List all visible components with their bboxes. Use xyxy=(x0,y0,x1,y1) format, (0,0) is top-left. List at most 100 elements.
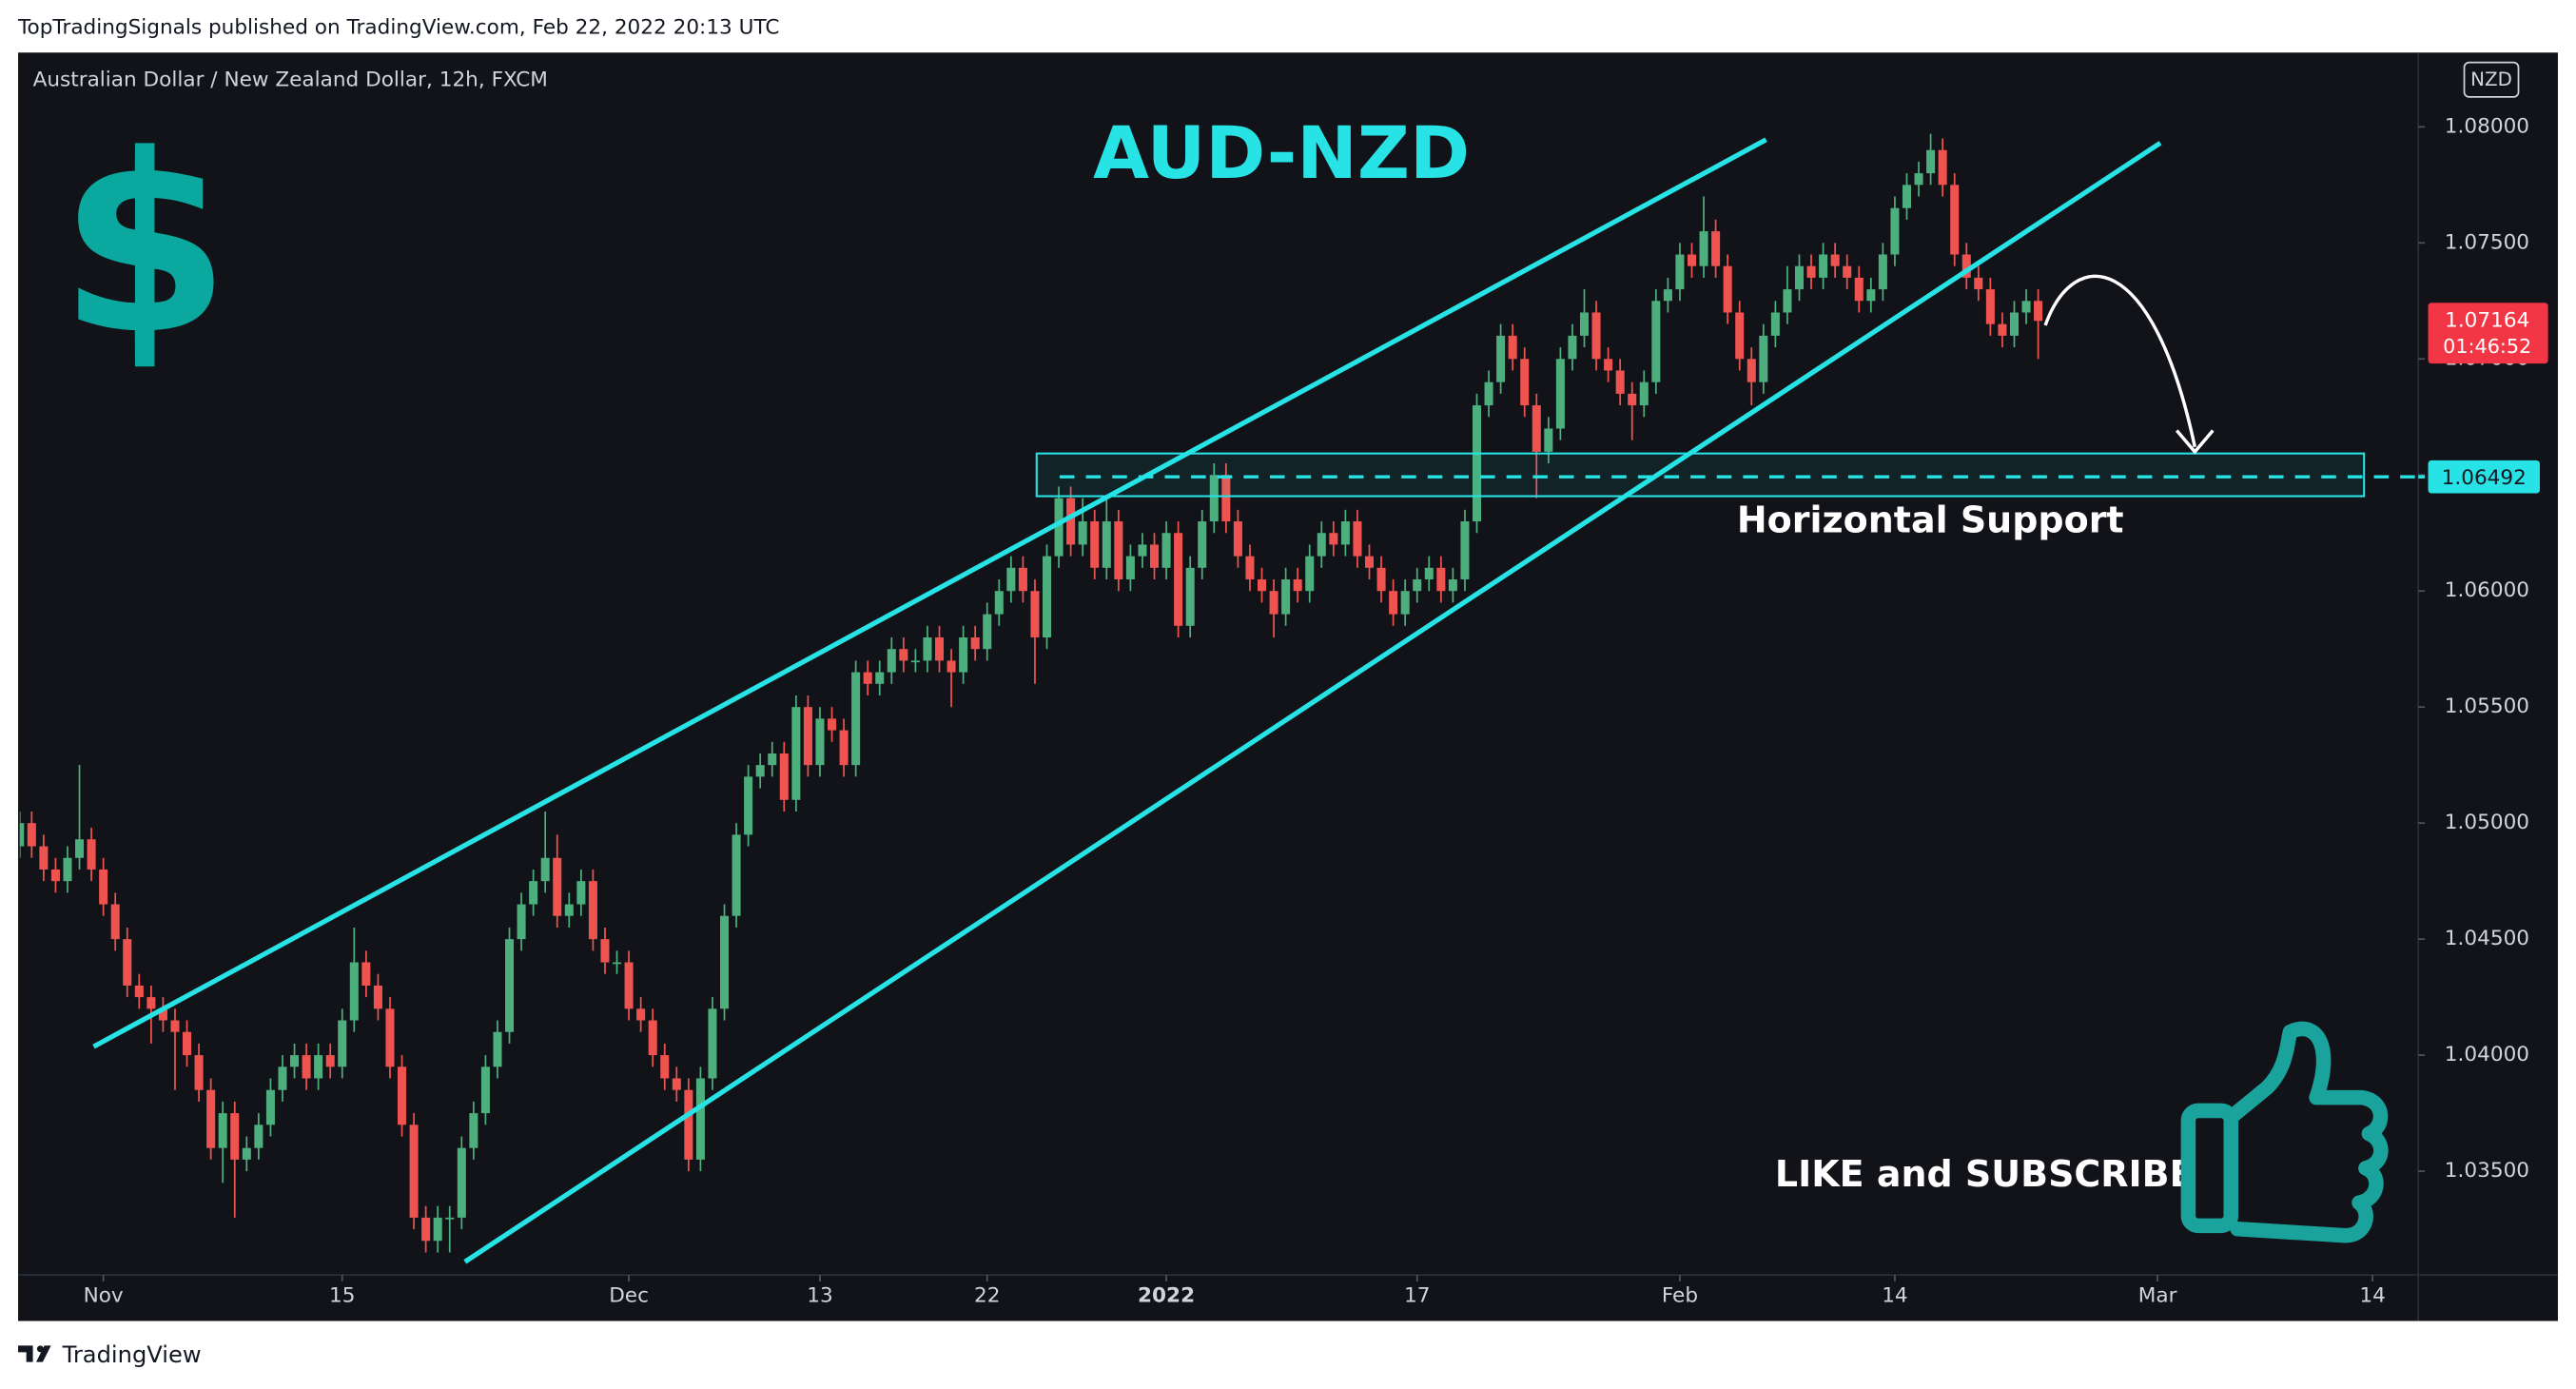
candle-body xyxy=(1317,533,1326,557)
candle-body xyxy=(1125,556,1135,580)
candle-body xyxy=(970,637,980,650)
candle-body xyxy=(1185,567,1195,626)
candle-body xyxy=(1914,173,1923,186)
projection-arrow-head xyxy=(2175,429,2215,455)
x-tick-label: 2022 xyxy=(1138,1284,1195,1308)
candle-body xyxy=(1484,381,1493,406)
candle-body xyxy=(1819,254,1828,278)
candle-body xyxy=(1400,591,1410,615)
candle-body xyxy=(373,985,382,1009)
candle-body xyxy=(1926,149,1936,174)
candle-body xyxy=(624,962,634,1009)
chart-title: Australian Dollar / New Zealand Dollar, … xyxy=(33,68,548,92)
candle-body xyxy=(1090,521,1100,568)
candle-body xyxy=(183,1031,192,1056)
candle-body xyxy=(110,904,120,940)
brand-logo-dot xyxy=(36,1345,44,1353)
candle-body xyxy=(660,1055,670,1079)
candle-body xyxy=(1890,207,1900,255)
candle-body xyxy=(2021,301,2031,313)
candle-body xyxy=(1030,591,1040,638)
candle-body xyxy=(994,591,1004,615)
candle-body xyxy=(744,776,753,835)
candle-body xyxy=(278,1066,287,1090)
cta-label: LIKE and SUBSCRIBE xyxy=(1775,1153,2195,1195)
candle-body xyxy=(1329,533,1338,545)
candle-body xyxy=(27,823,36,847)
candle-body xyxy=(946,660,956,673)
currency-label: NZD xyxy=(2470,68,2512,90)
candle-body xyxy=(1102,521,1111,568)
candle-body xyxy=(194,1055,204,1090)
candle-body xyxy=(1735,312,1745,360)
candle-body xyxy=(1866,289,1876,302)
drawings xyxy=(92,137,2366,1264)
candle-body xyxy=(529,881,538,905)
candle-body xyxy=(1628,393,1637,406)
candle-body xyxy=(39,846,49,870)
channel-upper xyxy=(92,137,1767,1049)
candle-body xyxy=(720,915,730,1009)
candle-body xyxy=(1245,556,1255,580)
candles xyxy=(19,133,2419,1253)
candle-body xyxy=(1448,579,1457,592)
candle-body xyxy=(576,881,586,905)
y-tick-label: 1.03500 xyxy=(2445,1159,2529,1183)
thumbs-up-icon xyxy=(2180,1021,2389,1243)
candle-body xyxy=(564,904,574,916)
y-tick-label: 1.07500 xyxy=(2445,230,2529,254)
candle-body xyxy=(1293,579,1302,592)
dollar-icon: $ xyxy=(59,103,230,389)
y-tick-label: 1.04000 xyxy=(2445,1043,2529,1066)
candle-body xyxy=(851,672,861,766)
chart-panel xyxy=(18,52,2558,1321)
candle-body xyxy=(1066,498,1076,545)
pair-label: AUD-NZD xyxy=(1093,110,1470,195)
currency-box xyxy=(2463,61,2520,98)
candle-body xyxy=(779,753,789,800)
x-tick-label: Feb xyxy=(1662,1284,1698,1308)
candle-body xyxy=(265,1089,275,1125)
candle-body xyxy=(242,1147,251,1160)
x-tick-label: 15 xyxy=(329,1284,355,1308)
y-tick-label: 1.05000 xyxy=(2445,811,2529,834)
candle-body xyxy=(206,1089,216,1148)
candle-body xyxy=(923,637,932,661)
thumb-cuff xyxy=(2180,1103,2239,1234)
candle-body xyxy=(839,730,849,766)
x-tick-label: Dec xyxy=(609,1284,649,1308)
candle-body xyxy=(457,1147,466,1218)
candle-body xyxy=(517,904,526,940)
candle-body xyxy=(19,823,25,847)
projection-arrow xyxy=(2043,274,2196,448)
candle-body xyxy=(361,962,371,986)
candle-body xyxy=(827,718,837,731)
candle-body xyxy=(1424,567,1434,580)
candle-body xyxy=(302,1055,311,1079)
candle-body xyxy=(959,637,968,673)
candle-body xyxy=(1198,521,1207,568)
candle-body xyxy=(732,834,741,916)
candle-body xyxy=(1711,231,1721,266)
candle-body xyxy=(1340,521,1350,545)
candle-body xyxy=(134,985,144,998)
candle-body xyxy=(755,765,765,777)
axes: 1.03500 1.04000 1.04500 1.05000 1.05500 1.060… xyxy=(84,114,2548,1308)
x-tick-label: Mar xyxy=(2138,1284,2177,1308)
candle-body xyxy=(2034,301,2043,322)
candle-body xyxy=(1006,567,1016,592)
candle-body xyxy=(803,707,812,766)
candle-body xyxy=(695,1078,705,1160)
x-tick-label: 13 xyxy=(807,1284,832,1308)
candle-body xyxy=(1233,521,1242,557)
countdown-label: 01:46:52 xyxy=(2443,335,2531,358)
candle-body xyxy=(1794,265,1805,290)
brand-name: TradingView xyxy=(62,1341,202,1368)
candle-body xyxy=(983,614,992,650)
candle-body xyxy=(1651,301,1661,382)
candle-body xyxy=(600,939,610,963)
candle-body xyxy=(1830,254,1840,266)
candle-body xyxy=(1269,591,1278,615)
candle-body xyxy=(290,1055,300,1067)
